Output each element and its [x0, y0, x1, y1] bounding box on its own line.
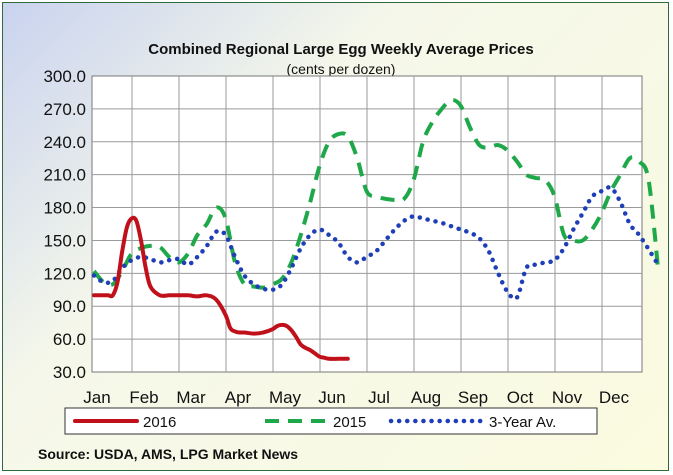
y-tick-label: 60.0 [53, 330, 86, 349]
chart-title: Combined Regional Large Egg Weekly Avera… [148, 41, 533, 58]
x-tick-label: Oct [507, 388, 534, 407]
legend-box [64, 407, 598, 435]
x-axis-ticks: Jan Feb Mar Apr May Jun Jul Aug Sep Oct Nov Dec [83, 388, 629, 407]
chart-frame: Combined Regional Large Egg Weekly Avera… [2, 2, 669, 471]
y-tick-label: 150.0 [43, 231, 86, 250]
x-tick-label: Nov [552, 388, 583, 407]
y-tick-label: 270.0 [43, 100, 86, 119]
y-tick-label: 90.0 [53, 297, 86, 316]
y-tick-label: 120.0 [43, 264, 86, 283]
x-tick-label: Jan [83, 388, 110, 407]
series-line-3-year-av [91, 185, 661, 302]
y-tick-label: 300.0 [43, 67, 86, 86]
x-tick-label: Mar [176, 388, 206, 407]
y-tick-label: 30.0 [53, 363, 86, 382]
x-tick-label: May [269, 388, 302, 407]
chart-subtitle: (cents per dozen) [287, 61, 396, 77]
series-line-2016 [92, 215, 350, 361]
y-axis-ticks: 300.0 270.0 240.0 210.0 180.0 150.0 120.0 90.0 6… [43, 67, 86, 382]
x-tick-label: Aug [411, 388, 441, 407]
chart-svg: Combined Regional Large Egg Weekly Avera… [38, 41, 661, 462]
y-tick-label: 240.0 [43, 133, 86, 152]
grid-lines [92, 76, 642, 372]
x-tick-label: Sep [458, 388, 488, 407]
source-text: Source: USDA, AMS, LPG Market News [38, 446, 298, 462]
x-tick-label: Feb [129, 388, 158, 407]
series-group [91, 98, 661, 361]
y-tick-label: 210.0 [43, 166, 86, 185]
x-tick-label: Apr [225, 388, 252, 407]
legend: 2016 2015 3-Year Av. [73, 414, 556, 431]
series-line-2015 [92, 98, 660, 290]
x-tick-label: Jun [318, 388, 345, 407]
x-tick-label: Dec [599, 388, 630, 407]
y-tick-label: 180.0 [43, 199, 86, 218]
x-tick-label: Jul [368, 388, 390, 407]
legend-label: 2015 [333, 414, 366, 431]
legend-label: 3-Year Av. [489, 414, 556, 431]
legend-label: 2016 [143, 414, 176, 431]
